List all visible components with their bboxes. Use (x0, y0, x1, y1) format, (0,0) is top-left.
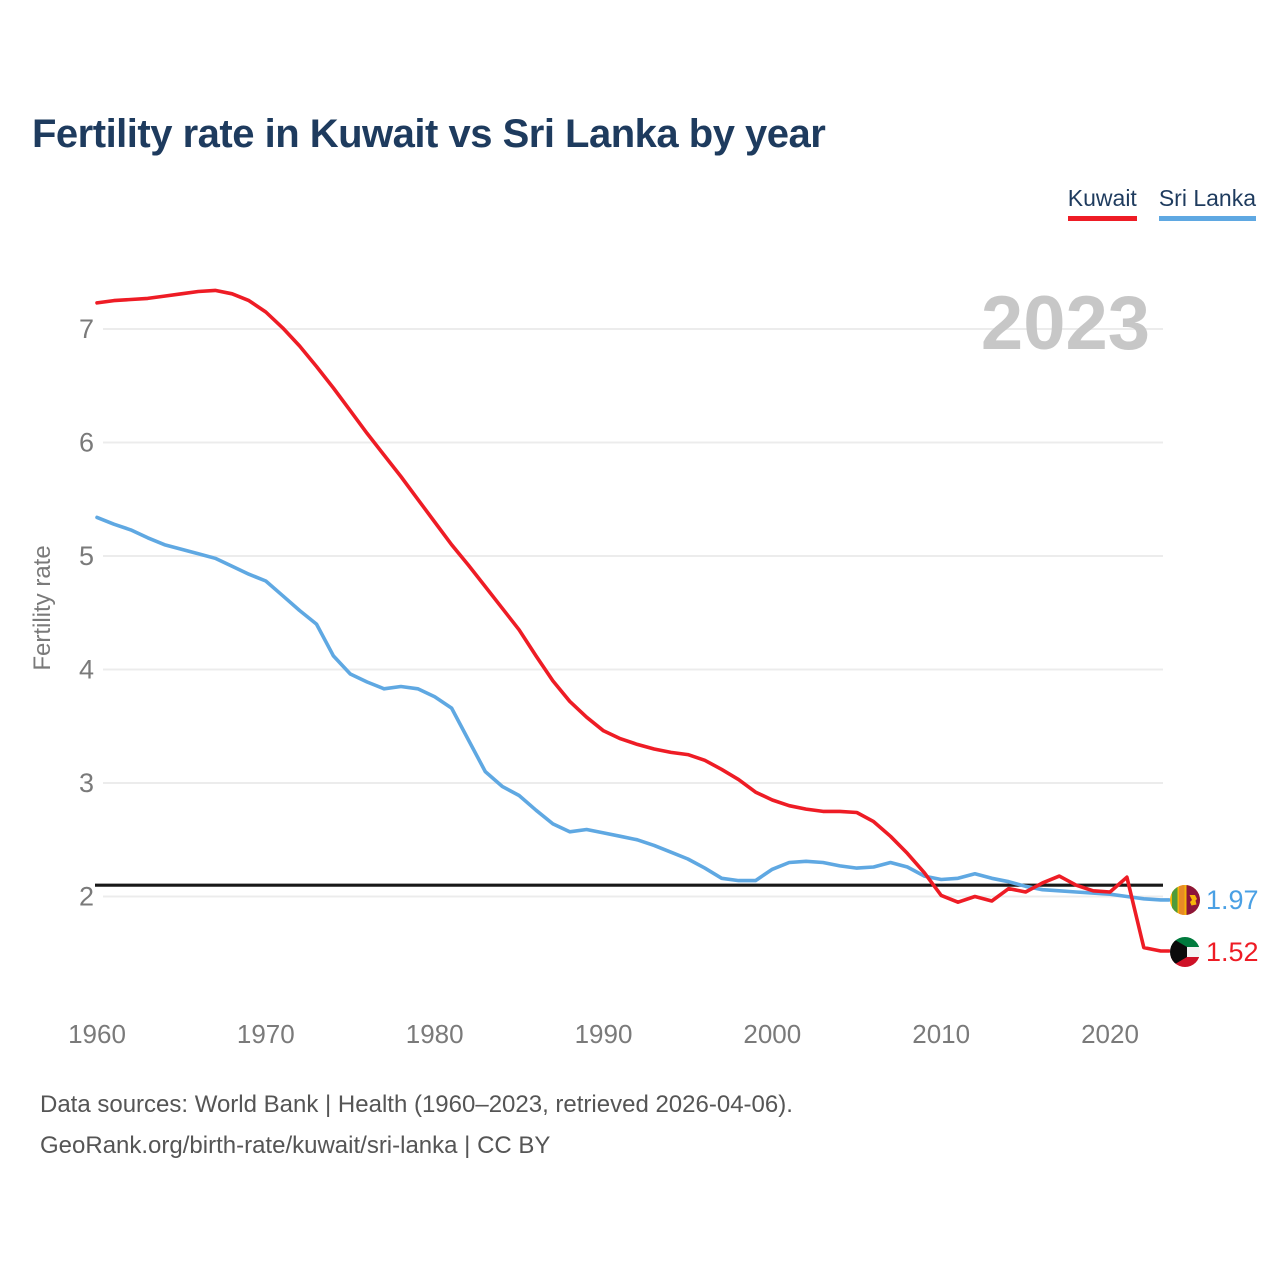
kuwait-series-line (95, 288, 1171, 953)
x-tick-label: 2020 (1081, 1019, 1139, 1049)
y-tick-label: 7 (79, 314, 94, 344)
y-axis-title: Fertility rate (29, 545, 56, 670)
x-tick-label: 2010 (912, 1019, 970, 1049)
x-tick-label: 2000 (743, 1019, 801, 1049)
legend-underline-kuwait (1067, 216, 1137, 221)
x-axis-tick-labels: 1960 1970 1980 1990 2000 2010 2020 (68, 1019, 1139, 1049)
footer-attribution: GeoRank.org/birth-rate/kuwait/sri-lanka … (40, 1132, 551, 1159)
legend-label-sri-lanka: Sri Lanka (1158, 185, 1256, 211)
x-tick-label: 1980 (406, 1019, 464, 1049)
x-tick-label: 1960 (68, 1019, 126, 1049)
legend: Kuwait Sri Lanka (1067, 185, 1256, 221)
gridlines (103, 328, 1163, 898)
kuwait-flag-icon (1170, 937, 1200, 967)
sri-lanka-end-value: 1.97 (1206, 885, 1259, 915)
y-tick-label: 4 (79, 655, 94, 685)
watermark-year: 2023 (981, 281, 1150, 366)
y-tick-label: 5 (79, 541, 94, 571)
kuwait-end-value: 1.52 (1206, 937, 1259, 967)
sri-lanka-series-line (95, 515, 1171, 902)
page-title: Fertility rate in Kuwait vs Sri Lanka by… (32, 112, 826, 156)
legend-underline-sri-lanka (1158, 216, 1256, 221)
legend-label-kuwait: Kuwait (1067, 185, 1137, 211)
y-tick-label: 2 (79, 882, 94, 912)
footer-data-sources: Data sources: World Bank | Health (1960–… (40, 1091, 793, 1118)
legend-item-kuwait[interactable]: Kuwait (1067, 185, 1137, 221)
x-tick-label: 1970 (237, 1019, 295, 1049)
y-tick-label: 3 (79, 768, 94, 798)
y-axis-tick-labels: 2 3 4 5 6 7 (79, 314, 94, 912)
footer: Data sources: World Bank | Health (1960–… (40, 1084, 793, 1166)
y-tick-label: 6 (79, 428, 94, 458)
x-tick-label: 1990 (575, 1019, 633, 1049)
legend-item-sri-lanka[interactable]: Sri Lanka (1158, 185, 1256, 221)
series-lines (95, 288, 1171, 953)
sri-lanka-flag-icon (1170, 885, 1200, 915)
